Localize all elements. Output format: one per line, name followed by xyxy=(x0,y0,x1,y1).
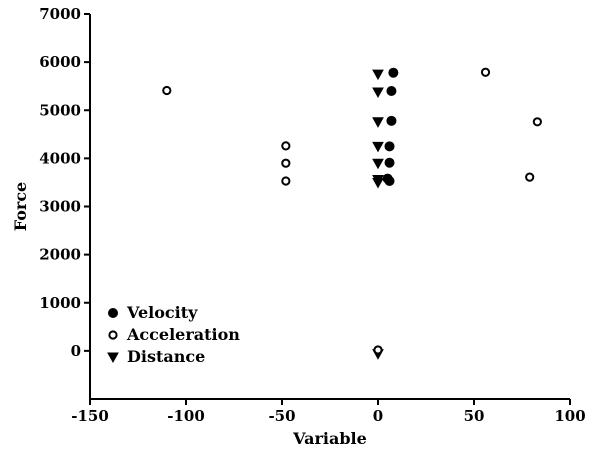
x-tick-label: -100 xyxy=(167,407,205,425)
legend-marker-distance xyxy=(107,352,119,364)
y-tick-label: 2000 xyxy=(39,246,81,264)
acceleration-point xyxy=(532,117,542,127)
x-tick-label: 0 xyxy=(373,407,383,425)
distance-point xyxy=(372,87,384,98)
acceleration-point xyxy=(281,176,291,186)
y-tick-label: 4000 xyxy=(39,149,81,167)
velocity-point xyxy=(386,115,397,126)
distance-point xyxy=(372,158,384,170)
series-distance xyxy=(372,69,384,360)
y-tick-label: 7000 xyxy=(39,5,81,23)
legend-marker-acceleration xyxy=(108,330,118,340)
y-tick-label: 1000 xyxy=(39,294,81,312)
acceleration-point xyxy=(525,172,535,182)
acceleration-point xyxy=(373,345,383,355)
acceleration-point xyxy=(480,67,491,77)
distance-point xyxy=(372,117,384,128)
legend-label-acceleration: Acceleration xyxy=(126,325,240,344)
acceleration-point xyxy=(162,85,172,96)
y-tick-label: 3000 xyxy=(39,198,81,216)
acceleration-point xyxy=(281,141,291,151)
y-tick-label: 6000 xyxy=(39,53,81,71)
velocity-point xyxy=(386,86,397,96)
acceleration-point xyxy=(281,158,291,168)
legend-marker-velocity xyxy=(108,308,118,318)
series-velocity xyxy=(382,67,399,186)
x-tick-label: -150 xyxy=(71,407,109,425)
x-tick-label: -50 xyxy=(268,407,295,425)
velocity-point xyxy=(388,67,399,78)
y-tick-label: 0 xyxy=(71,342,81,360)
velocity-point xyxy=(384,141,395,152)
distance-point xyxy=(372,141,384,153)
distance-point xyxy=(372,177,384,189)
legend-label-velocity: Velocity xyxy=(126,303,198,322)
x-tick-label: 100 xyxy=(554,407,585,425)
series-acceleration xyxy=(162,67,542,355)
distance-point xyxy=(372,69,384,81)
x-tick-label: 50 xyxy=(464,407,485,425)
velocity-point xyxy=(384,157,395,168)
x-axis-title: Variable xyxy=(292,429,367,448)
legend-label-distance: Distance xyxy=(127,347,205,366)
velocity-point xyxy=(384,175,395,186)
legend: Velocity Acceleration Distance xyxy=(107,303,240,366)
data-points xyxy=(162,67,542,360)
y-axis-title: Force xyxy=(11,182,30,232)
y-tick-label: 5000 xyxy=(39,101,81,119)
